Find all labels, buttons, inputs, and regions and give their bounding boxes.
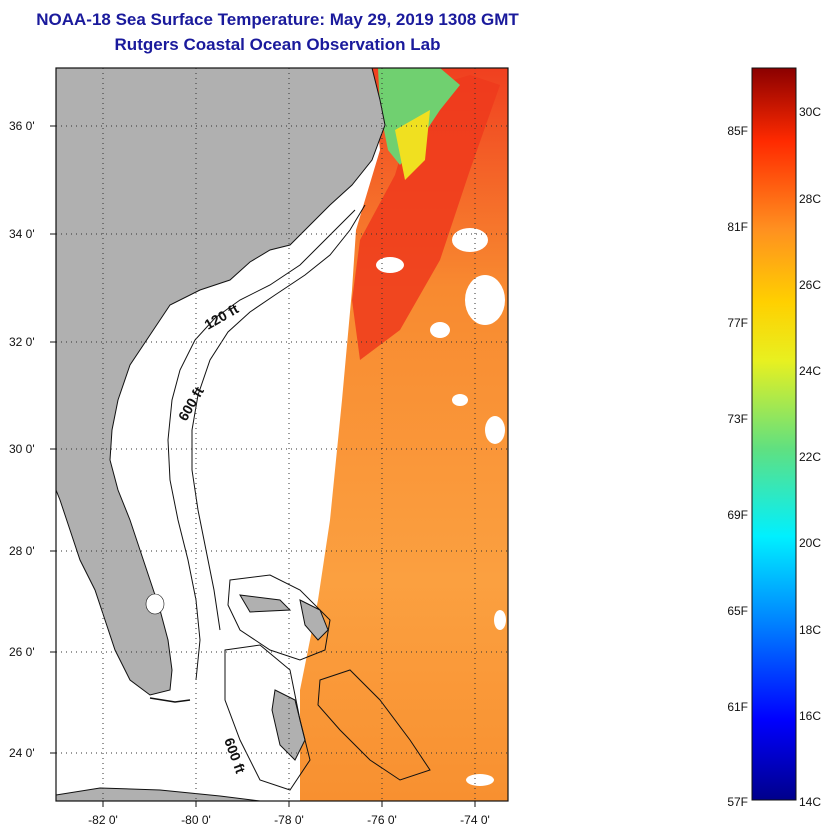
lat-tick-26: 26 0' bbox=[9, 645, 35, 659]
lon-tick-80: -80 0' bbox=[181, 813, 211, 827]
contour-600ft bbox=[191, 204, 366, 631]
cb-c-24: 24C bbox=[799, 364, 821, 378]
contour-120ft bbox=[167, 209, 356, 681]
contour-bahamas-east bbox=[317, 669, 431, 781]
sst-swath bbox=[300, 68, 508, 801]
lake-okeechobee bbox=[145, 593, 165, 615]
bahamas-andros bbox=[271, 689, 306, 761]
lat-tick-30: 30 0' bbox=[9, 442, 35, 456]
cuba bbox=[56, 787, 261, 801]
colorbar-fahrenheit-labels: 85F 81F 77F 73F 69F 65F 61F 57F bbox=[727, 124, 748, 809]
cb-f-73: 73F bbox=[727, 412, 748, 426]
lat-tick-24: 24 0' bbox=[9, 746, 35, 760]
cb-c-26: 26C bbox=[799, 278, 821, 292]
contour-bahamas bbox=[227, 574, 331, 661]
lat-tick-28: 28 0' bbox=[9, 544, 35, 558]
florida-keys bbox=[149, 697, 191, 703]
colorbar-celsius-labels: 30C 28C 26C 24C 22C 20C 18C 16C 14C bbox=[799, 105, 821, 809]
lon-tick-82: -82 0' bbox=[88, 813, 118, 827]
warm-patch bbox=[395, 110, 430, 180]
cb-c-30: 30C bbox=[799, 105, 821, 119]
map-title: NOAA-18 Sea Surface Temperature: May 29,… bbox=[36, 10, 519, 29]
lat-tick-32: 32 0' bbox=[9, 335, 35, 349]
map-border bbox=[55, 67, 509, 802]
bahamas-grand bbox=[239, 594, 292, 613]
cb-f-77: 77F bbox=[727, 316, 748, 330]
lat-tick-36: 36 0' bbox=[9, 119, 35, 133]
cb-c-18: 18C bbox=[799, 623, 821, 637]
map-subtitle: Rutgers Coastal Ocean Observation Lab bbox=[114, 35, 441, 54]
cb-f-65: 65F bbox=[727, 604, 748, 618]
contour-bahamas-south bbox=[224, 644, 311, 791]
lon-tick-74: -74 0' bbox=[460, 813, 490, 827]
cb-c-22: 22C bbox=[799, 450, 821, 464]
cb-c-28: 28C bbox=[799, 192, 821, 206]
cb-c-20: 20C bbox=[799, 536, 821, 550]
cb-f-69: 69F bbox=[727, 508, 748, 522]
cb-f-61: 61F bbox=[727, 700, 748, 714]
lat-tick-34: 34 0' bbox=[9, 227, 35, 241]
bahamas-abaco bbox=[299, 599, 329, 641]
graticule bbox=[56, 68, 508, 801]
colorbar bbox=[751, 67, 797, 801]
cb-c-16: 16C bbox=[799, 709, 821, 723]
lon-tick-76: -76 0' bbox=[367, 813, 397, 827]
lat-axis: 36 0' 34 0' 32 0' 30 0' 28 0' 26 0' 24 0… bbox=[9, 119, 56, 760]
gulf-stream bbox=[352, 75, 500, 360]
cb-f-81: 81F bbox=[727, 220, 748, 234]
us-mainland bbox=[56, 68, 386, 696]
lon-axis: -82 0' -80 0' -78 0' -76 0' -74 0' bbox=[88, 801, 490, 827]
cb-f-85: 85F bbox=[727, 124, 748, 138]
cloud-gaps bbox=[376, 228, 506, 786]
lon-tick-78: -78 0' bbox=[274, 813, 304, 827]
cb-f-57: 57F bbox=[727, 795, 748, 809]
cb-c-14: 14C bbox=[799, 795, 821, 809]
